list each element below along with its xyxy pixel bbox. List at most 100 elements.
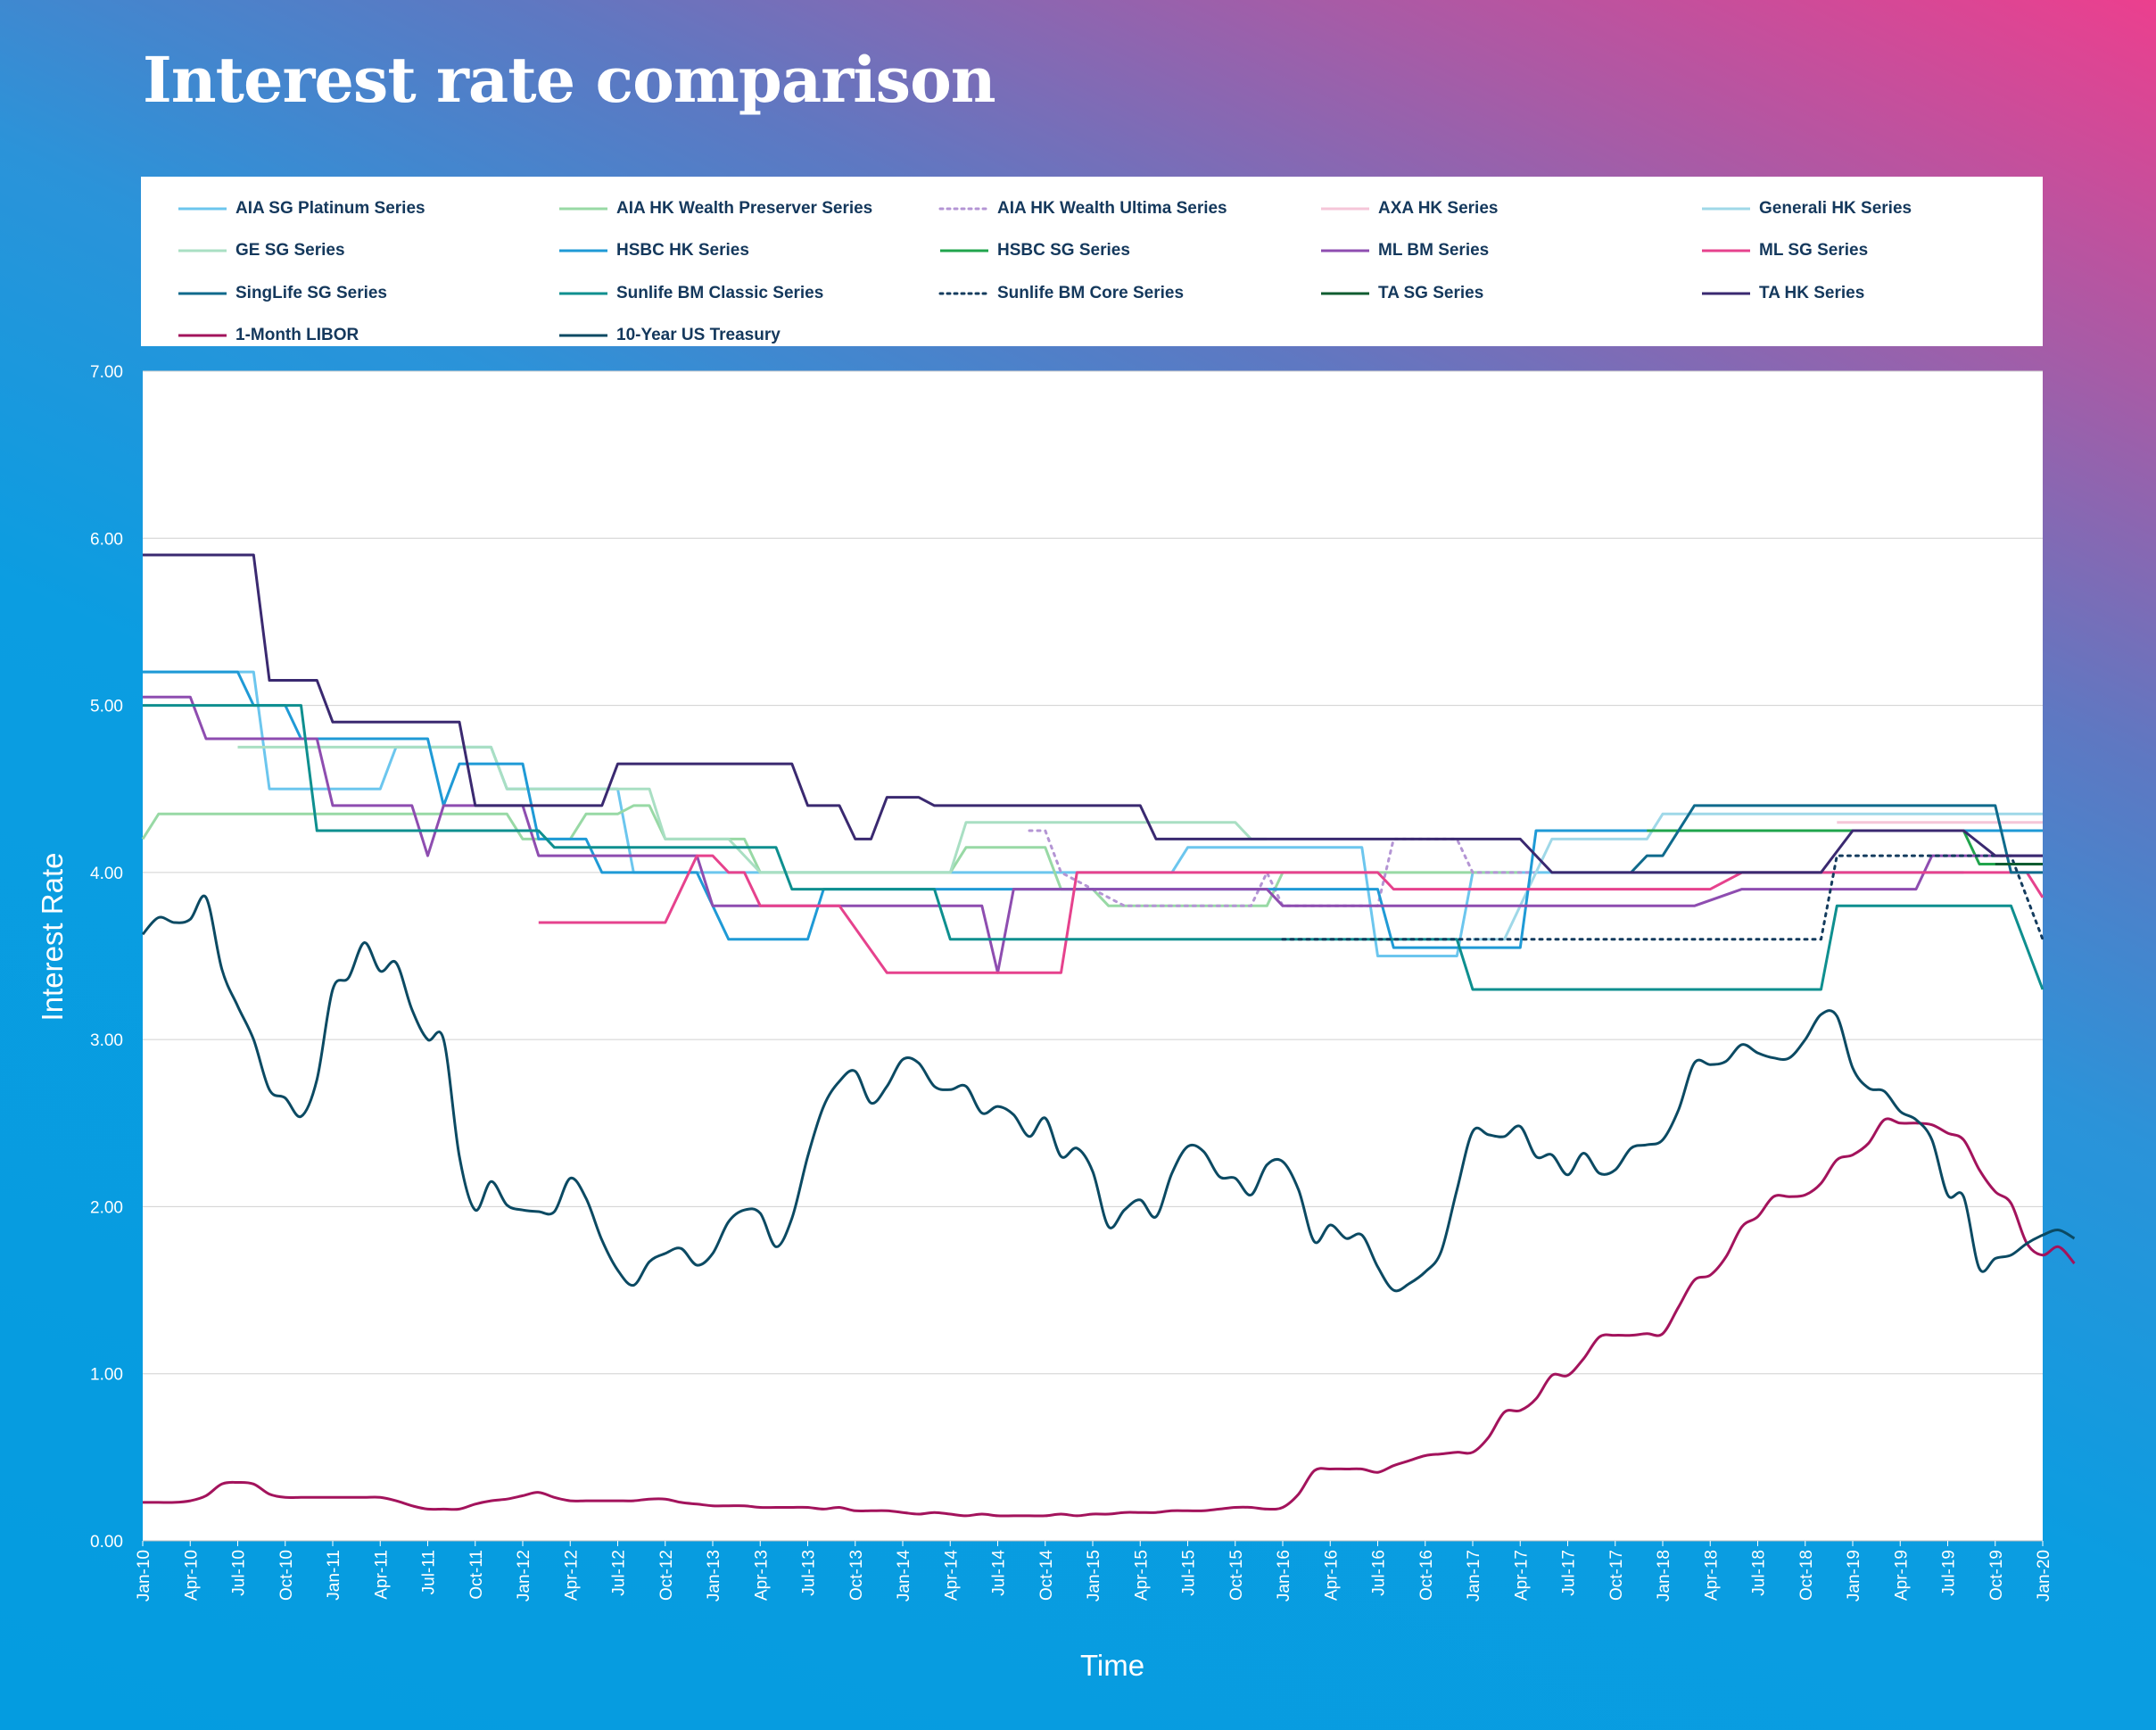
legend-swatch bbox=[938, 292, 990, 295]
x-tick-label: Jan-10 bbox=[135, 1550, 153, 1602]
x-tick-label: Oct-15 bbox=[1227, 1550, 1246, 1601]
series-line-sunlife-bm-core-series bbox=[1281, 854, 2044, 941]
legend-item-ta-hk-series: TA HK Series bbox=[1700, 272, 2081, 315]
legend-item-singlife-sg-series: SingLife SG Series bbox=[177, 272, 558, 315]
x-tick-label: Oct-18 bbox=[1797, 1550, 1816, 1601]
legend-swatch bbox=[178, 249, 227, 252]
x-tick-label: Jul-18 bbox=[1750, 1550, 1769, 1596]
y-axis-title: Interest Rate bbox=[36, 853, 69, 1022]
y-tick-label: 4.00 bbox=[90, 865, 123, 883]
x-tick-label: Jan-12 bbox=[515, 1550, 533, 1602]
chart-title: Interest rate comparison bbox=[143, 43, 996, 117]
x-tick-label: Jan-13 bbox=[705, 1550, 723, 1602]
x-tick-label: Jul-17 bbox=[1560, 1550, 1579, 1596]
legend-label: TA HK Series bbox=[1759, 283, 1865, 302]
x-tick-label: Oct-19 bbox=[1987, 1550, 2006, 1601]
legend-swatch bbox=[178, 207, 227, 211]
x-axis-title: Time bbox=[1080, 1649, 1144, 1682]
x-tick-label: Apr-14 bbox=[942, 1550, 961, 1601]
series-line-hsbc-hk-series bbox=[143, 670, 2043, 949]
legend-label: AIA HK Wealth Preserver Series bbox=[616, 198, 873, 218]
plot-area bbox=[143, 371, 2043, 1541]
x-tick-label: Oct-10 bbox=[277, 1550, 296, 1601]
legend-label: TA SG Series bbox=[1378, 283, 1484, 302]
legend-swatch bbox=[938, 207, 990, 211]
x-tick-label: Oct-16 bbox=[1417, 1550, 1436, 1601]
legend-item-hsbc-hk-series: HSBC HK Series bbox=[558, 230, 938, 273]
chart-legend: AIA SG Platinum Series AIA HK Wealth Pres… bbox=[141, 177, 2043, 346]
legend-swatch bbox=[1702, 249, 1750, 252]
legend-label: Sunlife BM Core Series bbox=[997, 283, 1185, 302]
series-line-ta-hk-series bbox=[143, 553, 2043, 874]
legend-item-sunlife-bm-classic-series: Sunlife BM Classic Series bbox=[558, 272, 938, 315]
series-line-singlife-sg-series bbox=[1630, 804, 2043, 874]
x-tick-label: Jan-11 bbox=[325, 1550, 343, 1601]
y-tick-label: 2.00 bbox=[90, 1198, 123, 1217]
y-tick-label: 1.00 bbox=[90, 1366, 123, 1385]
legend-label: Generali HK Series bbox=[1759, 198, 1912, 218]
x-tick-label: Apr-19 bbox=[1892, 1550, 1911, 1601]
legend-item-axa-hk-series: AXA HK Series bbox=[1319, 187, 1700, 230]
x-tick-label: Jul-11 bbox=[420, 1550, 439, 1594]
series-line-ge-sg-series bbox=[237, 745, 1268, 874]
x-tick-label: Jul-13 bbox=[800, 1550, 819, 1596]
x-tick-label: Jul-15 bbox=[1180, 1550, 1199, 1596]
y-tick-label: 3.00 bbox=[90, 1031, 123, 1050]
legend-swatch bbox=[559, 249, 607, 252]
legend-item-aia-hk-wealth-preserver-series: AIA HK Wealth Preserver Series bbox=[558, 187, 938, 230]
series-line-ml-sg-series bbox=[538, 854, 2044, 974]
legend-label: AIA HK Wealth Ultima Series bbox=[997, 198, 1227, 218]
legend-swatch bbox=[1321, 249, 1369, 252]
x-tick-label: Jul-16 bbox=[1370, 1550, 1389, 1596]
x-tick-label: Apr-16 bbox=[1322, 1550, 1341, 1601]
x-tick-label: Oct-17 bbox=[1607, 1550, 1626, 1601]
x-tick-label: Jan-18 bbox=[1655, 1550, 1673, 1602]
x-tick-label: Oct-14 bbox=[1037, 1550, 1056, 1601]
legend-label: AXA HK Series bbox=[1378, 198, 1499, 218]
y-tick-label: 5.00 bbox=[90, 698, 123, 716]
x-tick-label: Apr-15 bbox=[1132, 1550, 1151, 1601]
x-tick-label: Apr-17 bbox=[1512, 1550, 1531, 1601]
legend-label: ML BM Series bbox=[1378, 241, 1490, 261]
series-line-10-year-us-treasury bbox=[141, 894, 2076, 1293]
series-line-1-month-libor bbox=[142, 1117, 2076, 1518]
series-line-aia-sg-platinum-series bbox=[143, 670, 1964, 957]
legend-swatch bbox=[1321, 292, 1369, 295]
legend-label: ML SG Series bbox=[1759, 241, 1869, 261]
y-tick-label: 6.00 bbox=[90, 530, 123, 549]
legend-swatch bbox=[178, 292, 227, 295]
legend-swatch bbox=[1702, 207, 1750, 211]
legend-item-aia-sg-platinum-series: AIA SG Platinum Series bbox=[177, 187, 558, 230]
legend-item-sunlife-bm-core-series: Sunlife BM Core Series bbox=[938, 272, 1319, 315]
legend-swatch bbox=[559, 292, 607, 295]
legend-item-ta-sg-series: TA SG Series bbox=[1319, 272, 1700, 315]
x-tick-label: Jan-20 bbox=[2035, 1550, 2053, 1602]
y-tick-label: 7.00 bbox=[90, 363, 123, 382]
legend-label: 10-Year US Treasury bbox=[616, 326, 781, 345]
x-tick-label: Apr-10 bbox=[182, 1550, 201, 1601]
legend-label: AIA SG Platinum Series bbox=[235, 198, 425, 218]
x-tick-label: Oct-12 bbox=[657, 1550, 676, 1601]
legend-label: GE SG Series bbox=[235, 241, 345, 261]
x-tick-label: Apr-13 bbox=[752, 1550, 771, 1601]
series-lines bbox=[141, 553, 2076, 1518]
legend-item-hsbc-sg-series: HSBC SG Series bbox=[938, 230, 1319, 273]
y-axis: 0.00 1.00 2.00 3.00 4.00 5.00 6.00 7.00 bbox=[90, 363, 123, 1552]
series-line-generali-hk-series bbox=[1473, 812, 2043, 941]
x-tick-label: Oct-11 bbox=[467, 1550, 486, 1600]
x-axis: Jan-10 Apr-10 Jul-10 Oct-10 Jan-11 Apr-11 Jul-… bbox=[135, 1541, 2053, 1602]
legend-label: HSBC HK Series bbox=[616, 241, 749, 261]
legend-label: SingLife SG Series bbox=[235, 283, 387, 302]
x-tick-label: Apr-11 bbox=[372, 1550, 391, 1600]
legend-swatch bbox=[940, 249, 988, 252]
legend-item-10-year-us-treasury: 10-Year US Treasury bbox=[558, 315, 938, 358]
x-tick-label: Jan-15 bbox=[1085, 1550, 1103, 1602]
x-tick-label: Jul-12 bbox=[610, 1550, 629, 1596]
legend-swatch bbox=[559, 207, 607, 211]
legend-swatch bbox=[1321, 207, 1369, 211]
x-tick-label: Apr-18 bbox=[1702, 1550, 1721, 1601]
legend-item-ge-sg-series: GE SG Series bbox=[177, 230, 558, 273]
x-tick-label: Apr-12 bbox=[562, 1550, 581, 1601]
series-line-ml-bm-series bbox=[143, 695, 2043, 974]
